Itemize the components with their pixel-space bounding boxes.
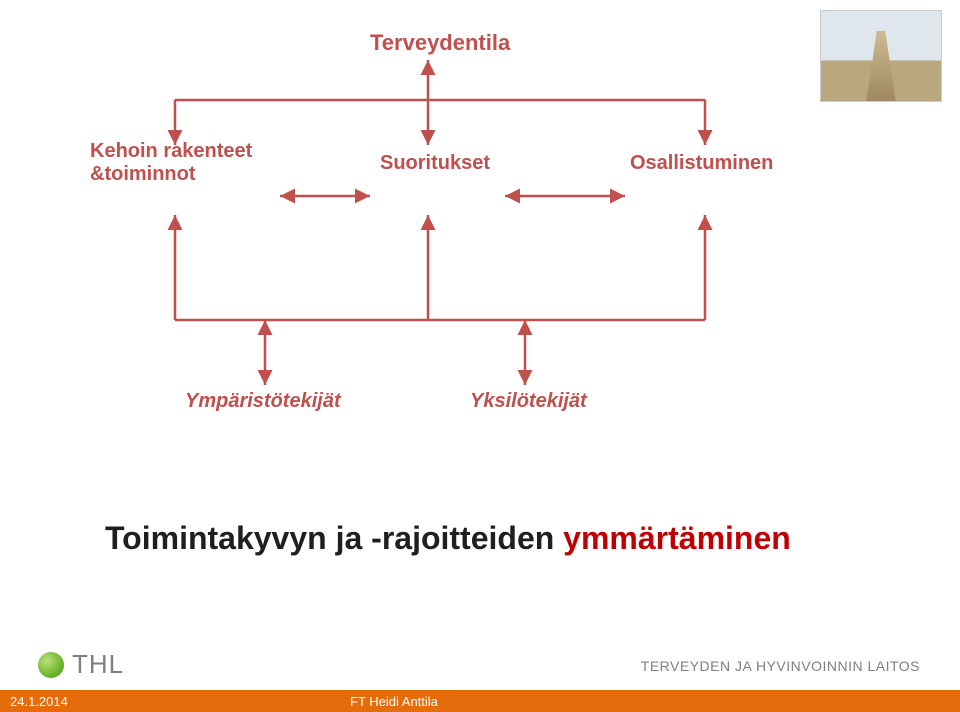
footer-author: FT Heidi Anttila <box>340 690 960 712</box>
thl-logo-icon <box>38 652 64 678</box>
node-osallistuminen: Osallistuminen <box>630 152 773 175</box>
heading-part-a: Toimintakyvyn ja -rajoitteiden <box>105 520 563 556</box>
node-ymparistotekijat: Ympäristötekijät <box>185 390 341 413</box>
thl-logo: THL <box>38 649 124 680</box>
organization-name: TERVEYDEN JA HYVINVOINNIN LAITOS <box>641 658 920 674</box>
tower-shape <box>860 31 902 101</box>
node-terveydentila: Terveydentila <box>370 30 510 56</box>
node-suoritukset: Suoritukset <box>380 152 490 175</box>
decorative-corner-image <box>820 10 942 102</box>
slide-root: Terveydentila Kehoin rakenteet&toiminnot… <box>0 0 960 712</box>
thl-logo-text: THL <box>72 649 124 680</box>
footer-date: 24.1.2014 <box>0 690 340 712</box>
heading-part-b: ymmärtäminen <box>563 520 791 556</box>
node-kehon-rakenteet: Kehoin rakenteet&toiminnot <box>90 140 252 186</box>
node-yksilotekijat: Yksilötekijät <box>470 390 587 413</box>
diagram-connectors <box>0 0 960 712</box>
slide-heading: Toimintakyvyn ja -rajoitteiden ymmärtämi… <box>105 520 791 557</box>
